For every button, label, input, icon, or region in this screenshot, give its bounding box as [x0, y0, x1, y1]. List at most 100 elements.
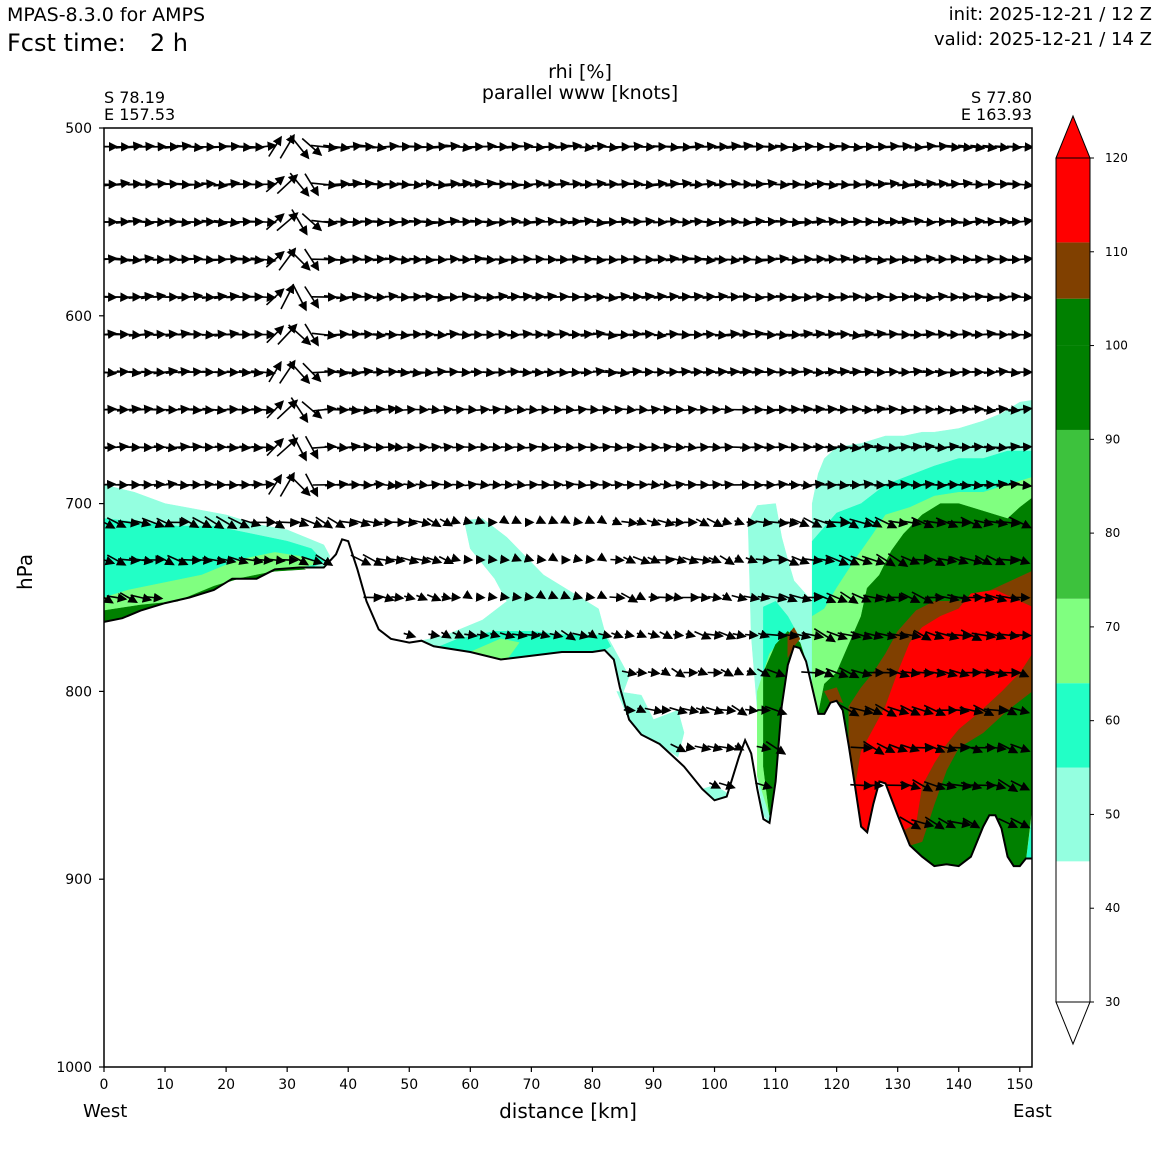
colorbar-tick-label: 30	[1105, 995, 1120, 1009]
wind-vector	[611, 516, 623, 526]
wind-vector	[289, 360, 311, 385]
wind-vector	[291, 209, 308, 236]
wind-vector	[995, 593, 1021, 603]
forecast-time-value: 2 h	[149, 29, 188, 57]
wind-vector	[426, 517, 442, 528]
wind-vector	[629, 291, 655, 302]
wind-vector	[694, 742, 712, 753]
wind-vector	[519, 292, 546, 302]
wind-vector	[695, 517, 710, 527]
wind-vector	[812, 329, 838, 340]
wind-vector	[985, 743, 1007, 753]
wind-vector	[389, 555, 406, 565]
wind-vector	[494, 179, 522, 190]
wind-vector	[268, 135, 282, 157]
wind-vector	[813, 592, 837, 604]
colorbar-band-9	[1056, 158, 1090, 243]
wind-vector	[1010, 817, 1031, 829]
wind-vector	[733, 666, 745, 676]
wind-vector	[106, 554, 127, 566]
wind-vector	[685, 742, 696, 752]
colorbar-tick-label: 70	[1105, 620, 1120, 634]
wind-vector	[288, 324, 312, 346]
wind-vector	[934, 367, 960, 378]
wind-vector	[839, 667, 860, 679]
wind-vector	[498, 514, 510, 525]
wind-vector	[598, 630, 613, 640]
wind-vector	[813, 442, 838, 453]
wind-vector	[998, 817, 1019, 829]
wind-vector	[849, 706, 874, 716]
west-label: West	[83, 1101, 128, 1122]
wind-vector	[427, 480, 442, 490]
x-tick-label: 90	[645, 1077, 663, 1093]
wind-vector	[813, 628, 836, 643]
wind-vector	[266, 400, 285, 419]
wind-vector	[702, 254, 729, 265]
wind-vector	[751, 330, 777, 340]
wind-vector	[997, 778, 1019, 793]
wind-vector	[1008, 480, 1032, 490]
wind-vector	[659, 442, 674, 453]
wind-vector	[652, 179, 680, 189]
wind-vector	[1008, 404, 1032, 415]
wind-vector	[886, 442, 911, 452]
wind-vector	[518, 216, 546, 227]
wind-vector	[888, 743, 908, 753]
wind-vector	[672, 517, 686, 528]
wind-vector	[998, 705, 1018, 716]
colorbar-band-2	[1056, 767, 1090, 862]
x-tick-label: 20	[217, 1077, 235, 1093]
wind-vector	[911, 516, 935, 529]
wind-vector	[702, 291, 729, 302]
wind-vector	[947, 404, 972, 415]
wind-vector	[718, 780, 736, 790]
colorbar-tick-label: 60	[1105, 714, 1120, 728]
wind-vector	[596, 552, 608, 562]
wind-vector	[984, 479, 1008, 490]
wind-vector	[861, 442, 887, 453]
wind-vector	[862, 740, 885, 755]
wind-vector	[513, 404, 527, 415]
wind-vector	[1010, 555, 1031, 566]
wind-vector	[861, 329, 887, 339]
wind-vector	[470, 254, 497, 265]
wind-vector	[238, 367, 264, 378]
wind-vector	[1007, 292, 1032, 303]
wind-vector	[657, 592, 676, 603]
model-name: MPAS-8.3.0 for AMPS	[7, 4, 206, 26]
x-axis-ticks: 0 10 20 30 40 50 60 70 80 90 100 110 120 130 140 150	[100, 1067, 1033, 1093]
wind-vector	[391, 404, 405, 415]
wind-vector	[537, 629, 551, 640]
x-tick-label: 140	[945, 1077, 972, 1093]
wind-vector	[279, 133, 295, 159]
wind-vector	[659, 479, 674, 490]
wind-vector	[276, 437, 299, 457]
wind-vector	[876, 593, 897, 603]
wind-vector	[693, 555, 713, 565]
wind-vector	[959, 706, 984, 716]
wind-vector	[490, 629, 501, 639]
wind-vector	[117, 517, 141, 528]
wind-vector	[824, 366, 850, 377]
wind-vector	[995, 367, 1021, 378]
wind-vector	[1009, 630, 1032, 640]
wind-vector	[666, 367, 692, 377]
wind-vector	[837, 630, 862, 641]
wind-vector	[911, 591, 934, 604]
wind-vector	[644, 705, 664, 716]
wind-vector	[523, 630, 541, 640]
wind-vector	[815, 668, 835, 678]
wind-vector	[909, 179, 937, 189]
wind-vector	[647, 405, 661, 415]
wind-vector	[946, 630, 973, 641]
wind-vector	[702, 367, 728, 377]
wind-vector	[718, 742, 737, 753]
wind-vector	[610, 480, 625, 490]
wind-vector	[778, 593, 798, 603]
wind-vector	[621, 517, 639, 528]
wind-vector	[300, 517, 324, 529]
wind-vector	[876, 742, 896, 753]
wind-vector	[938, 817, 957, 829]
wind-vector	[777, 554, 800, 566]
